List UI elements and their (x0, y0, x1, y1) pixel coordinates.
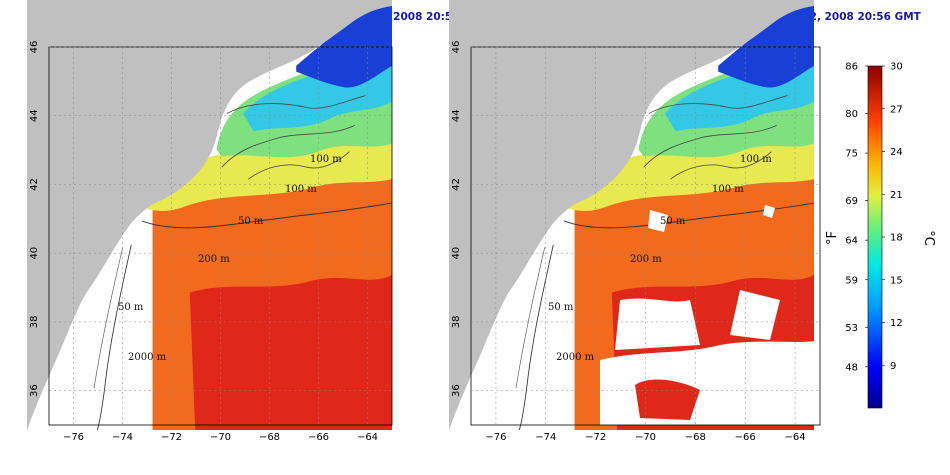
lon-tick-label: −76 (63, 432, 84, 443)
fahrenheit-tick-label: 69 (845, 196, 858, 207)
lon-tick-label: −64 (785, 432, 806, 443)
colorbar: 86 80 75 69 64 59 53 48 30 27 24 21 18 15 12 9 °F °C (825, 62, 936, 409)
fahrenheit-tick-label: 53 (845, 323, 858, 334)
lon-tick-label: −68 (685, 432, 706, 443)
left-isobath-label: 50 m (238, 216, 264, 227)
right-isobath-label: 200 m (630, 254, 662, 265)
celsius-tick-label: 30 (890, 62, 903, 73)
celsius-tick-label: 18 (890, 233, 903, 244)
fahrenheit-tick-label: 48 (845, 362, 858, 373)
lon-tick-label: −74 (535, 432, 556, 443)
left-isobath-label: 100 m (310, 154, 342, 165)
lat-tick-label: 46 (29, 41, 40, 54)
lat-tick-label: 40 (451, 247, 462, 260)
lat-tick-label: 38 (29, 316, 40, 329)
celsius-unit-label: °C (921, 230, 936, 246)
lat-tick-label: 42 (451, 178, 462, 191)
right-map-panel: DECLOUDED NOAA−15 Sea Surface Temperatur… (449, 0, 922, 443)
fahrenheit-unit-label: °F (825, 231, 840, 245)
fahrenheit-tick-label: 59 (845, 275, 858, 286)
right-isobath-label: 2000 m (556, 352, 595, 363)
lon-tick-label: −72 (161, 432, 182, 443)
lon-tick-label: −76 (485, 432, 506, 443)
cloud-mask (600, 205, 820, 425)
lon-tick-label: −72 (585, 432, 606, 443)
lon-tick-label: −64 (357, 432, 378, 443)
celsius-tick-label: 15 (890, 275, 903, 286)
fahrenheit-tick-label: 86 (845, 62, 858, 73)
fahrenheit-tick-label: 64 (845, 236, 858, 247)
lon-tick-label: −74 (112, 432, 133, 443)
right-isobath-label: 50 m (660, 216, 686, 227)
lon-tick-label: −68 (259, 432, 280, 443)
right-isobath-label: 100 m (740, 154, 772, 165)
left-isobath-label: 2000 m (128, 352, 167, 363)
lat-tick-label: 44 (451, 109, 462, 122)
celsius-tick-label: 12 (890, 318, 903, 329)
lon-tick-label: −70 (635, 432, 656, 443)
right-isobath-label: 100 m (712, 184, 744, 195)
lon-tick-label: −70 (210, 432, 231, 443)
right-isobath-label: 50 m (548, 302, 574, 313)
left-isobath-label: 50 m (118, 302, 144, 313)
lon-tick-label: −66 (308, 432, 329, 443)
lon-tick-label: −66 (735, 432, 756, 443)
left-isobath-label: 200 m (198, 254, 230, 265)
lat-tick-label: 42 (29, 178, 40, 191)
lat-tick-label: 44 (29, 109, 40, 122)
fahrenheit-tick-label: 75 (845, 149, 858, 160)
left-isobath-label: 100 m (285, 184, 317, 195)
celsius-tick-label: 9 (890, 361, 896, 372)
lat-tick-label: 40 (29, 247, 40, 260)
celsius-tick-label: 24 (890, 147, 903, 158)
lat-tick-label: 36 (451, 384, 462, 397)
left-map-panel: RU COOL NOAA−15 Sea Surface Temperature … (27, 0, 490, 443)
lat-tick-label: 46 (451, 41, 462, 54)
celsius-tick-label: 21 (890, 190, 903, 201)
lat-tick-label: 36 (29, 384, 40, 397)
fahrenheit-tick-label: 80 (845, 109, 858, 120)
lat-tick-label: 38 (451, 316, 462, 329)
celsius-tick-label: 27 (890, 104, 903, 115)
colorbar-gradient (867, 65, 883, 409)
